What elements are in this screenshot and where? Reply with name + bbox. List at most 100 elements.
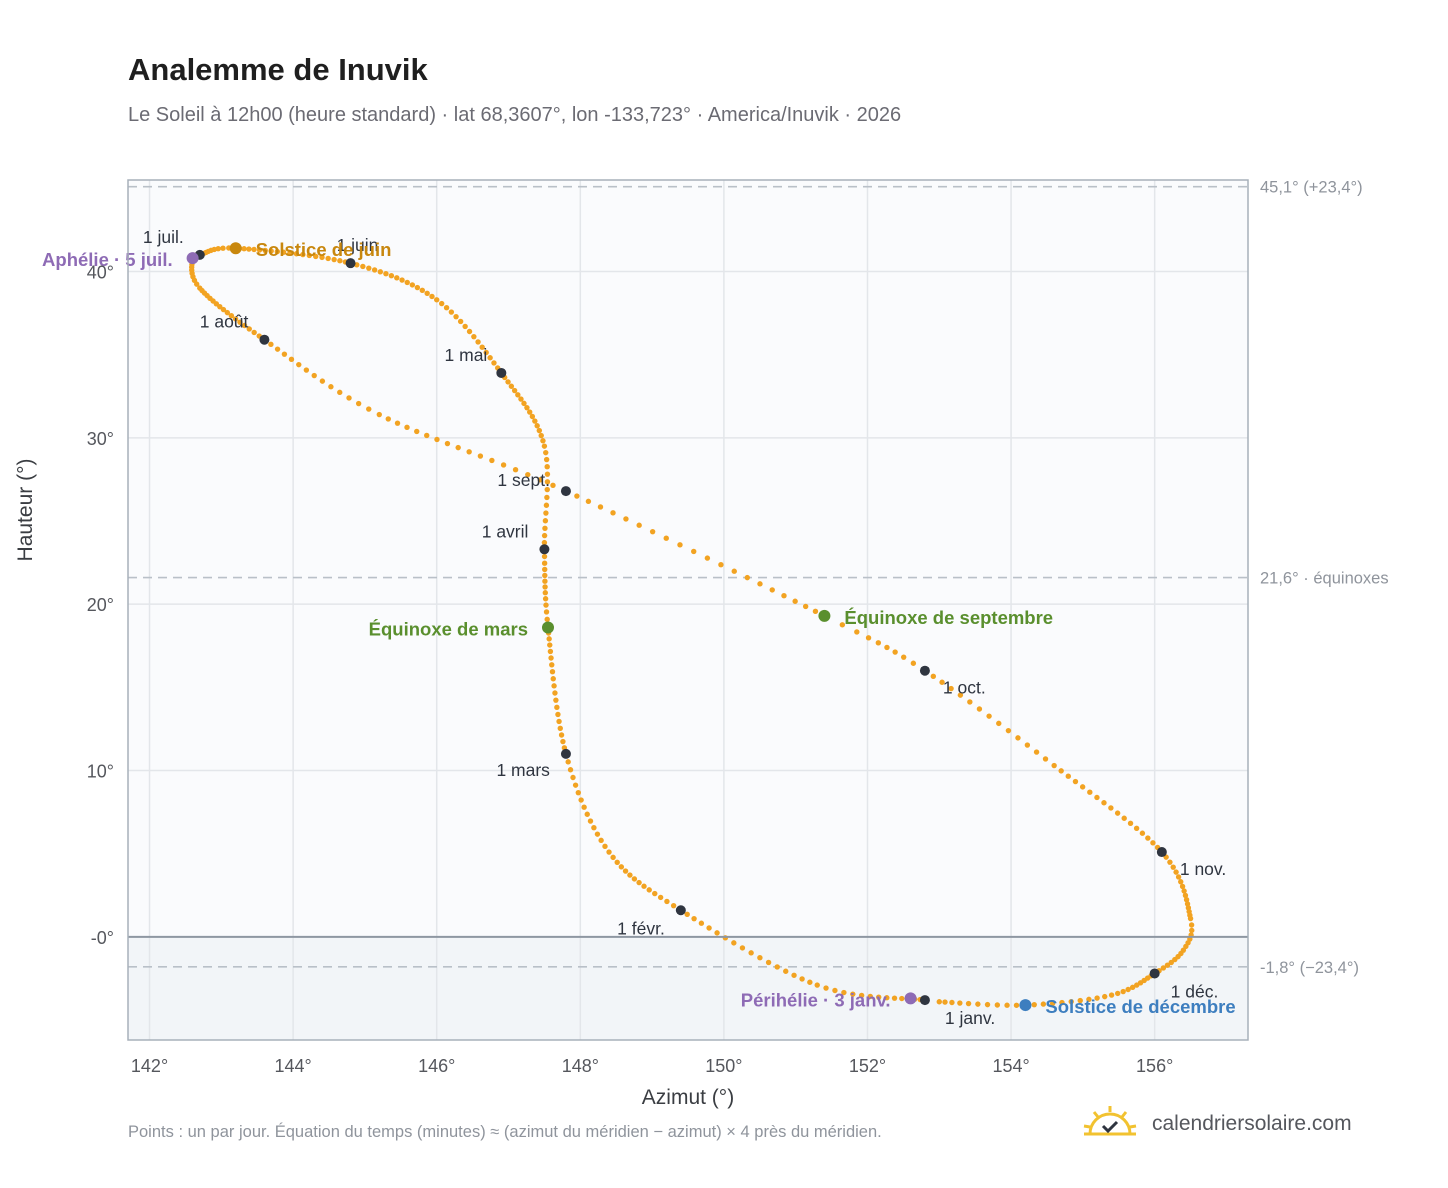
month-marker xyxy=(919,995,930,1006)
daily-sun-point xyxy=(542,578,548,584)
daily-sun-point xyxy=(986,713,992,719)
daily-sun-point xyxy=(300,251,306,258)
plot-background xyxy=(128,180,1248,937)
daily-sun-point xyxy=(241,246,247,252)
daily-sun-point xyxy=(319,378,326,384)
daily-sun-point xyxy=(296,361,302,368)
daily-sun-point xyxy=(1049,1000,1056,1007)
daily-sun-point xyxy=(769,587,775,593)
daily-sun-point xyxy=(1167,859,1173,865)
daily-sun-point xyxy=(434,297,440,303)
daily-sun-point xyxy=(731,568,737,574)
daily-sun-point xyxy=(1189,927,1195,934)
daily-sun-point xyxy=(414,284,421,291)
daily-sun-point xyxy=(409,282,416,288)
daily-sun-point xyxy=(1051,762,1057,769)
daily-sun-point xyxy=(543,449,549,456)
daily-sun-point xyxy=(558,732,565,738)
daily-sun-point xyxy=(567,767,574,773)
daily-sun-point xyxy=(527,409,533,415)
daily-sun-point xyxy=(541,560,548,566)
daily-sun-point xyxy=(781,593,787,599)
daily-sun-point xyxy=(1170,864,1176,870)
daily-sun-point xyxy=(791,972,797,978)
daily-sun-point xyxy=(976,706,983,712)
daily-sun-point xyxy=(542,590,548,596)
daily-sun-point xyxy=(371,267,378,273)
x-tick-label: 150° xyxy=(705,1056,742,1076)
daily-sun-point xyxy=(280,249,287,255)
daily-sun-point xyxy=(1114,810,1121,816)
daily-sun-point xyxy=(652,890,658,897)
daily-sun-point xyxy=(547,642,553,648)
daily-sun-point xyxy=(542,525,548,531)
daily-sun-point xyxy=(518,396,524,402)
month-marker xyxy=(919,665,930,676)
page-subtitle: Le Soleil à 12h00 (heure standard) · lat… xyxy=(128,104,902,126)
daily-sun-point xyxy=(1031,1001,1037,1008)
daily-sun-point xyxy=(757,581,763,587)
daily-sun-point xyxy=(597,504,604,510)
daily-sun-point xyxy=(377,269,384,275)
daily-sun-point xyxy=(394,275,400,281)
daily-sun-point xyxy=(547,648,554,655)
daily-sun-point xyxy=(623,516,629,522)
daily-sun-point xyxy=(691,915,697,922)
month-marker-label: 1 août xyxy=(200,312,249,332)
event-marker xyxy=(904,992,917,1005)
daily-sun-point xyxy=(457,318,464,325)
daily-sun-point xyxy=(311,372,317,379)
daily-sun-point xyxy=(802,603,809,610)
daily-sun-point xyxy=(1139,830,1146,836)
daily-sun-point xyxy=(641,883,647,889)
daily-sun-point xyxy=(557,725,563,731)
brand[interactable]: calendriersolaire.com xyxy=(1082,1104,1382,1144)
daily-sun-point xyxy=(1079,784,1086,790)
x-tick-label: 154° xyxy=(992,1056,1029,1076)
daily-sun-point xyxy=(515,392,521,398)
daily-sun-point xyxy=(543,609,550,615)
daily-sun-point xyxy=(1120,988,1126,995)
daily-sun-point xyxy=(383,271,389,277)
daily-sun-point xyxy=(594,831,601,837)
daily-sun-point xyxy=(556,718,562,725)
daily-sun-point xyxy=(542,596,549,602)
daily-sun-point xyxy=(385,416,391,422)
daily-sun-point xyxy=(319,254,325,261)
daily-sun-point xyxy=(337,389,343,396)
daily-sun-point xyxy=(303,367,310,373)
daily-sun-point xyxy=(546,636,552,642)
x-tick-label: 144° xyxy=(275,1056,312,1076)
daily-sun-point xyxy=(525,471,531,478)
daily-sun-point xyxy=(224,309,231,316)
daily-sun-point xyxy=(850,991,856,997)
daily-sun-point xyxy=(1173,869,1179,875)
daily-sun-point xyxy=(570,774,576,781)
daily-sun-point xyxy=(455,444,461,451)
daily-sun-point xyxy=(875,640,882,646)
daily-sun-point xyxy=(731,940,737,946)
month-marker xyxy=(345,258,356,269)
x-tick-label: 156° xyxy=(1136,1056,1173,1076)
daily-sun-point xyxy=(483,349,489,356)
daily-sun-point xyxy=(554,704,560,711)
y-tick-label: 10° xyxy=(87,762,114,782)
month-marker-label: 1 sept. xyxy=(497,470,550,490)
x-axis-title: Azimut (°) xyxy=(642,1086,734,1109)
daily-sun-point xyxy=(832,987,838,994)
daily-sun-point xyxy=(663,535,669,541)
daily-sun-point xyxy=(538,432,544,439)
daily-sun-point xyxy=(865,635,872,641)
month-marker xyxy=(560,486,571,497)
daily-sun-point xyxy=(1108,805,1114,811)
daily-sun-point xyxy=(704,555,711,561)
daily-sun-point xyxy=(1042,756,1049,762)
daily-sun-point xyxy=(505,379,511,385)
month-marker xyxy=(1156,847,1167,858)
daily-sun-point xyxy=(884,644,890,651)
daily-sun-point xyxy=(541,553,548,560)
daily-sun-point xyxy=(419,287,426,294)
daily-sun-point xyxy=(388,273,395,279)
daily-sun-point xyxy=(429,293,435,300)
daily-sun-point xyxy=(1175,874,1182,880)
